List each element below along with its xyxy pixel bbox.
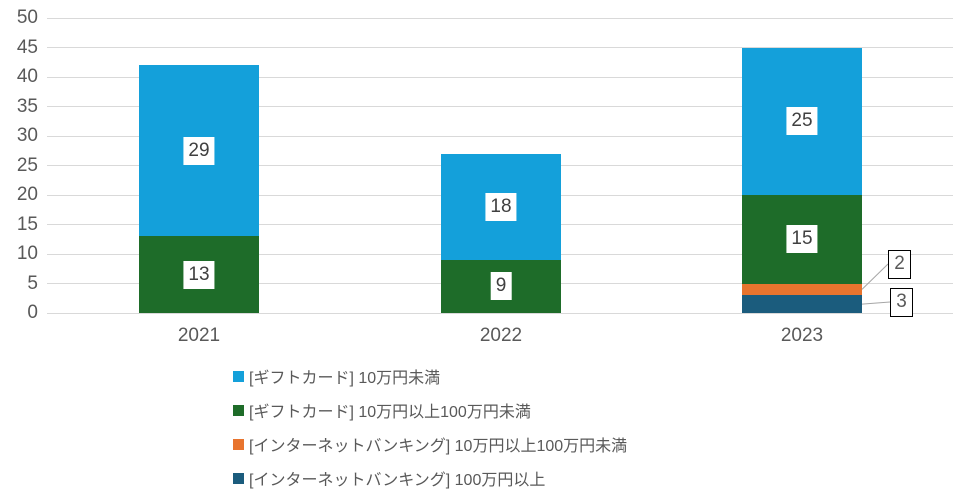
x-axis-category-label: 2022 [479,325,523,346]
legend-label: [ギフトカード] 10万円以上100万円未満 [249,404,531,421]
bar-segment [742,283,862,296]
leader-line [861,301,891,305]
x-axis-category-label: 2023 [780,325,824,346]
legend-swatch-icon [233,370,244,382]
data-label: 15 [786,225,818,254]
leader-line [861,263,889,290]
gridline [47,76,953,78]
y-axis-tick-label: 40 [16,66,38,87]
y-axis-tick-label: 20 [16,184,38,205]
data-label: 25 [786,107,818,136]
y-axis-tick-label: 5 [27,272,38,294]
legend-swatch-icon [233,472,244,484]
legend-swatch-icon [233,404,244,416]
y-axis-tick-label: 10 [16,243,38,264]
y-axis-tick-label: 0 [27,302,38,323]
y-axis-tick-label: 45 [16,36,38,58]
data-label: 29 [183,136,215,165]
legend-label: [ギフトカード] 10万円未満 [249,370,441,387]
legend-item: [インターネットバンキング] 10万円以上100万円未満 [233,427,627,461]
legend: [ギフトカード] 10万円未満 [ギフトカード] 10万円以上100万円未満 [イン… [233,359,627,495]
data-label: 18 [485,192,517,221]
callout-data-label: 3 [890,288,913,317]
y-axis-tick-label: 35 [16,95,38,117]
x-axis-category-label: 2021 [177,325,221,346]
gridline [47,106,953,107]
legend-item: [ギフトカード] 10万円以上100万円未満 [233,393,627,427]
y-axis-tick-label: 30 [16,125,38,146]
data-label: 13 [183,260,215,289]
gridline [47,312,953,314]
gridline [47,47,953,48]
data-label: 9 [490,272,512,301]
legend-item: [インターネットバンキング] 100万円以上 [233,461,627,495]
bar-segment [742,295,862,313]
legend-swatch-icon [233,438,244,450]
legend-label: [インターネットバンキング] 10万円以上100万円未満 [249,438,628,455]
legend-item: [ギフトカード] 10万円未満 [233,359,627,393]
gridline [47,135,953,137]
gridline [47,17,953,19]
y-axis-tick-label: 15 [16,213,38,235]
y-axis-tick-label: 50 [16,7,38,28]
legend-label: [インターネットバンキング] 100万円以上 [249,472,546,489]
y-axis-tick-label: 25 [16,154,38,176]
callout-data-label: 2 [888,250,911,279]
